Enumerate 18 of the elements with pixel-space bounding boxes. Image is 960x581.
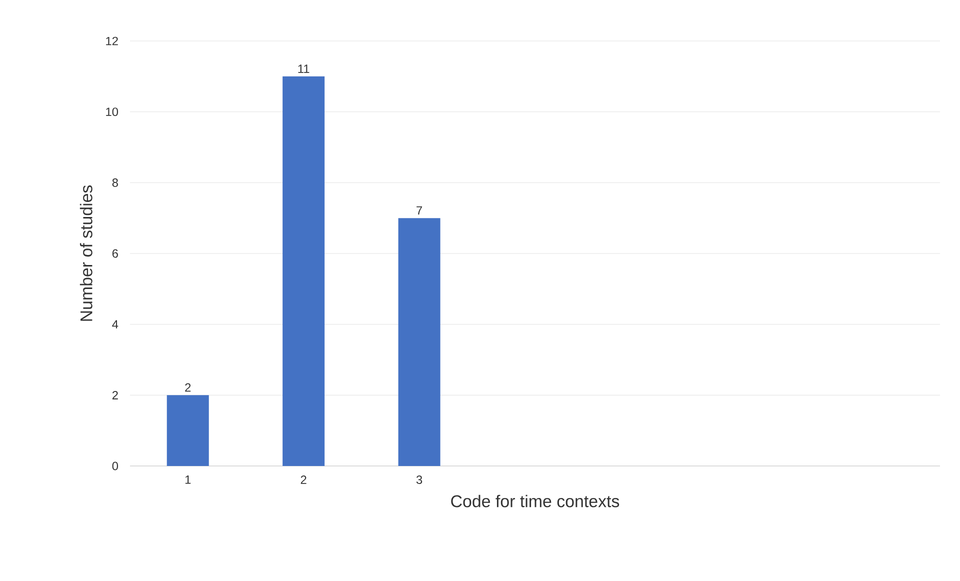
x-tick-label: 2 (300, 476, 306, 484)
data-label: 11 (298, 64, 310, 73)
y-tick-label: 2 (112, 390, 118, 400)
y-axis-title: Number of studies (80, 185, 92, 321)
bar (166, 395, 209, 466)
x-tick-label: 1 (185, 476, 191, 484)
y-tick-label: 0 (112, 462, 118, 470)
data-label: 2 (185, 383, 191, 392)
y-tick-label: 4 (112, 320, 118, 328)
data-label: 7 (416, 206, 422, 215)
x-tick-label: 3 (416, 476, 422, 484)
y-tick-label: 12 (106, 36, 118, 46)
bar (282, 76, 325, 466)
bar (398, 218, 440, 466)
x-axis-title: Code for time contexts (451, 494, 620, 508)
y-tick-label: 8 (112, 178, 118, 187)
y-tick-label: 10 (106, 108, 118, 116)
y-tick-label: 6 (112, 249, 118, 258)
